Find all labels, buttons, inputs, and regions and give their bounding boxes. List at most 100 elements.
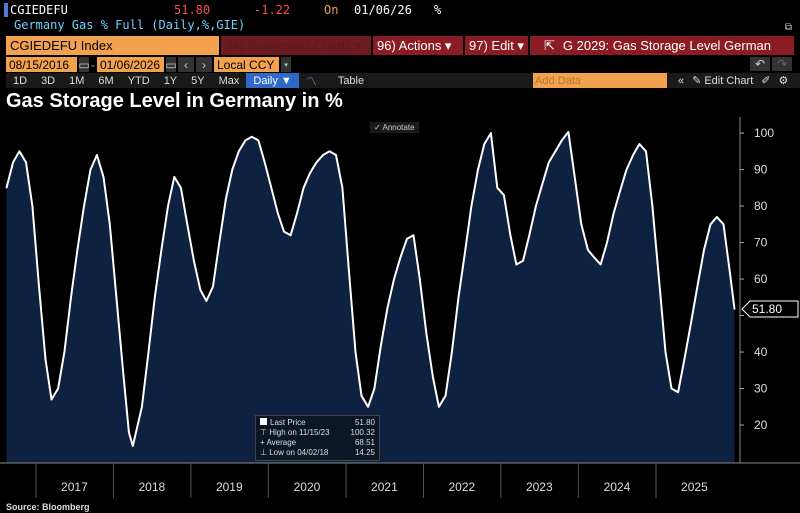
data-point <box>315 161 318 164</box>
x-tick-label: 2019 <box>216 480 243 494</box>
x-tick-label: 2023 <box>526 480 553 494</box>
legend-high: ⊤ High on 11/15/23 100.32 <box>260 428 375 437</box>
annotate-button[interactable]: ✓ Annotate <box>370 122 419 133</box>
y-tick-label: 30 <box>754 382 768 396</box>
data-point <box>716 216 718 218</box>
data-point <box>296 212 298 215</box>
data-point <box>638 143 641 145</box>
data-point <box>651 205 654 207</box>
series-line <box>5 130 736 447</box>
currency-select[interactable]: Local CCY <box>214 57 279 72</box>
data-point <box>50 398 53 401</box>
line-chart-icon[interactable]: 〽 <box>305 75 317 88</box>
period-1m[interactable]: 1M <box>69 74 85 87</box>
data-point <box>503 194 505 196</box>
collapse-icon[interactable]: « <box>678 74 685 87</box>
data-point <box>425 332 428 335</box>
legend-low: ⊥ Low on 04/02/18 14.25 <box>260 448 375 457</box>
period-ytd[interactable]: YTD <box>127 74 150 87</box>
data-point <box>12 161 14 164</box>
data-point <box>218 241 221 244</box>
data-point <box>393 278 395 280</box>
data-point <box>548 161 550 164</box>
data-point <box>354 351 357 353</box>
x-tick-label: 2021 <box>371 480 398 494</box>
data-point <box>587 249 589 251</box>
data-point <box>173 176 176 178</box>
frequency-select[interactable]: Daily ▼ <box>246 73 299 88</box>
data-point <box>199 289 202 291</box>
calendar-icon[interactable]: ▭ <box>165 57 177 72</box>
undo-icon[interactable]: ↶ <box>750 57 770 71</box>
data-point <box>270 187 273 189</box>
quote-line: CGIEDEFU 51.80 -1.22 On 01/06/26 % <box>4 3 441 17</box>
edit-chart-button[interactable]: ✎ Edit Chart <box>692 74 754 88</box>
gear-icon[interactable]: ⚙ <box>778 75 789 87</box>
data-point <box>406 238 408 240</box>
period-1d[interactable]: 1D <box>13 74 28 87</box>
data-point <box>664 351 667 353</box>
last-value-tag <box>741 300 799 318</box>
area-fill <box>6 131 735 463</box>
end-date-input[interactable]: 01/06/2026 <box>97 57 164 72</box>
period-5y[interactable]: 5Y <box>191 74 205 87</box>
data-point <box>205 300 208 302</box>
period-3d[interactable]: 3D <box>41 74 56 87</box>
data-point <box>70 296 72 299</box>
period-1y[interactable]: 1Y <box>163 74 178 87</box>
quote-date: 01/06/26 <box>354 3 412 17</box>
data-point <box>729 270 731 273</box>
data-point <box>399 256 402 258</box>
data-point <box>257 139 260 142</box>
data-point <box>645 150 647 153</box>
data-point <box>244 139 247 142</box>
data-point <box>18 150 21 153</box>
data-point <box>567 131 570 133</box>
data-point <box>225 197 227 200</box>
chart-title: Gas Storage Level in Germany in % <box>6 90 343 112</box>
period-6m[interactable]: 6M <box>98 74 114 87</box>
data-point <box>599 263 602 266</box>
edit-icon[interactable]: ✐ <box>761 75 771 87</box>
data-point <box>283 230 285 233</box>
start-date-input[interactable]: 08/15/2016 <box>6 57 77 72</box>
legend-last: Last Price 51.80 <box>260 418 375 428</box>
data-point <box>733 308 736 310</box>
launch-icon[interactable]: ⇱ <box>544 37 555 53</box>
data-point <box>289 234 292 237</box>
data-point <box>277 212 279 215</box>
data-point <box>515 263 518 266</box>
legend-value: 100.32 <box>350 428 375 437</box>
edit-button[interactable]: 97) Edit ▾ <box>465 36 528 55</box>
price-change: -1.22 <box>254 3 291 17</box>
prev-button[interactable]: ‹ <box>178 57 194 72</box>
period-max[interactable]: Max <box>218 74 240 87</box>
actions-button[interactable]: 96) Actions ▾ <box>373 36 463 55</box>
data-point <box>57 387 59 390</box>
redo-icon[interactable]: ↷ <box>772 57 792 71</box>
on-label: On <box>324 3 339 17</box>
data-point <box>193 260 195 262</box>
data-point <box>373 387 376 390</box>
data-point <box>102 176 105 178</box>
data-point <box>722 223 725 226</box>
data-point <box>367 405 369 408</box>
legend-label: High on 11/15/23 <box>269 428 330 437</box>
data-point <box>5 187 8 189</box>
data-point <box>412 234 415 237</box>
suggested-charts-button[interactable]: 94) Suggested Charts ▾ <box>221 36 371 55</box>
legend-label: Low on 04/02/18 <box>269 448 329 457</box>
legend-average: + Average 68.51 <box>260 438 375 447</box>
calendar-icon[interactable]: ▭ <box>78 57 90 72</box>
chevron-down-icon[interactable]: ▾ <box>281 57 291 72</box>
add-data-input[interactable]: Add Data <box>533 73 667 88</box>
data-point <box>444 395 447 397</box>
data-point <box>509 234 512 237</box>
next-button[interactable]: › <box>196 57 212 72</box>
data-point <box>341 187 344 189</box>
data-point <box>115 296 118 299</box>
table-button[interactable]: Table <box>337 74 365 87</box>
data-point <box>180 187 182 189</box>
security-field[interactable]: CGIEDEFU Index <box>6 36 219 55</box>
popout-icon[interactable]: ⧉ <box>784 22 792 33</box>
